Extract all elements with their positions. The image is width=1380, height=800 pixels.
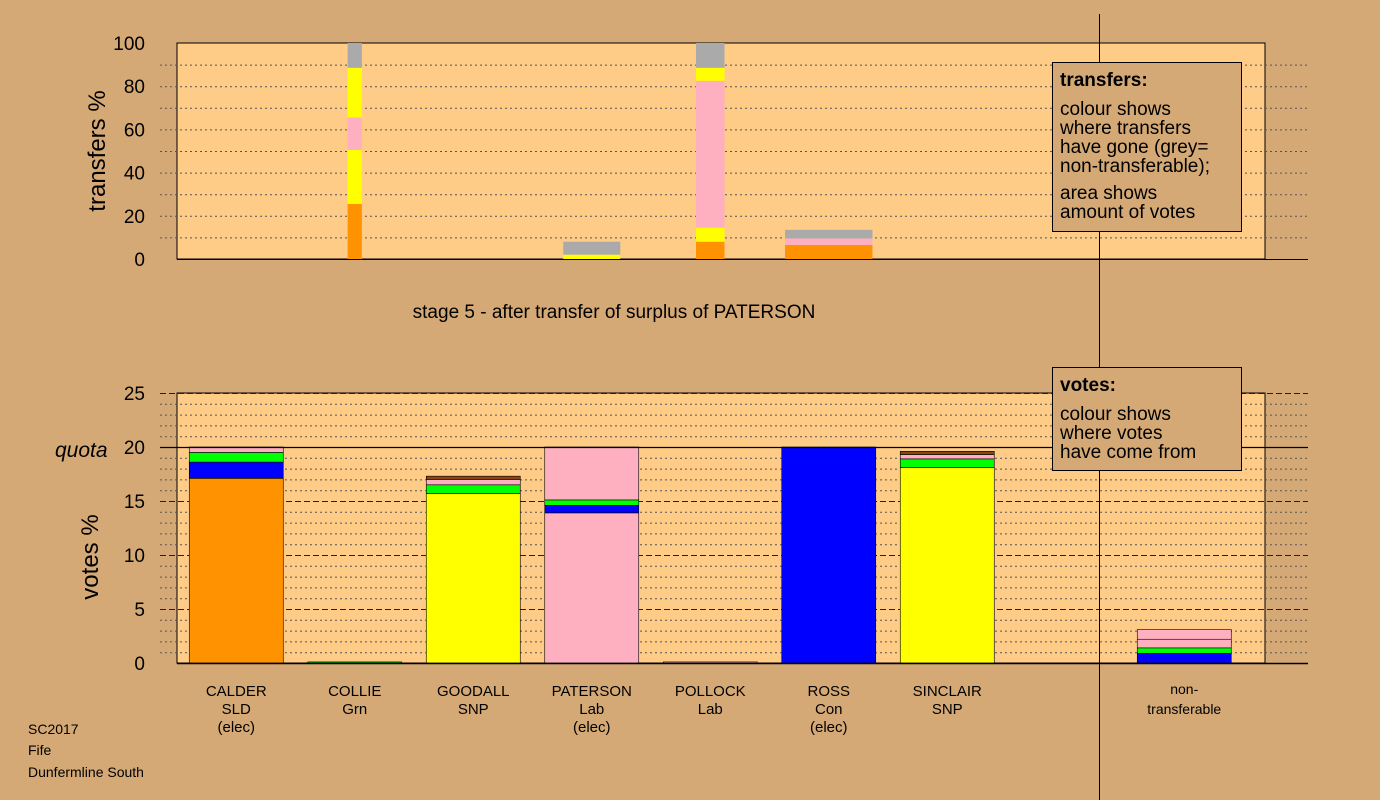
- votes-legend-line: have come from: [1060, 442, 1196, 463]
- candidate-name-label: POLLOCK: [675, 683, 746, 700]
- votes-bar-segment: [425, 475, 521, 480]
- candidate-name-label: non-: [1170, 681, 1198, 697]
- votes-y-tick-label: 0: [134, 654, 145, 675]
- transfers-y-tick-label: 80: [124, 77, 145, 98]
- transfers-bar-segment: [563, 241, 621, 255]
- transfers-bars: [347, 43, 873, 259]
- votes-bar-segment: [544, 446, 640, 501]
- candidate-name-label: PATERSON: [552, 683, 632, 700]
- transfers-bar-segment: [696, 241, 725, 259]
- votes-bar-segment: [781, 446, 877, 664]
- transfers-bar-segment: [785, 244, 873, 259]
- candidate-name-label: SINCLAIR: [913, 683, 982, 700]
- votes-y-ticks: 0 5 10 15 20 25: [124, 384, 145, 675]
- stage-title: stage 5 - after transfer of surplus of P…: [413, 302, 816, 323]
- votes-legend-box: [1052, 367, 1242, 471]
- transfers-bar-segment: [696, 227, 725, 242]
- votes-bar-segment: [899, 451, 995, 455]
- candidate-status-label: (elec): [810, 719, 848, 736]
- candidate-party-label: Lab: [698, 701, 723, 718]
- footer-council: Fife: [28, 742, 52, 758]
- votes-bar-segment: [899, 467, 995, 664]
- candidate-party-label: Lab: [579, 701, 604, 718]
- transfers-bar-segment: [347, 149, 362, 204]
- votes-bar-segment: [1136, 647, 1232, 654]
- candidate-name-label: GOODALL: [437, 683, 510, 700]
- votes-bar-segment: [544, 505, 640, 514]
- candidate-status-label: (elec): [573, 719, 611, 736]
- votes-y-tick-label: 15: [124, 492, 145, 513]
- candidate-status-label: (elec): [217, 719, 255, 736]
- votes-bar-segment: [425, 479, 521, 486]
- candidate-name-label: COLLIE: [328, 683, 381, 700]
- votes-y-tick-label: 10: [124, 546, 145, 567]
- transfers-legend-line: where transfers: [1059, 118, 1191, 139]
- votes-legend-line: colour shows: [1060, 404, 1171, 425]
- transfers-legend-line: have gone (grey=: [1060, 137, 1208, 158]
- transfers-legend-line: area shows: [1060, 183, 1157, 204]
- transfers-bar-segment: [696, 43, 725, 68]
- votes-bar-segment: [1136, 638, 1232, 649]
- votes-bar-segment: [188, 461, 284, 479]
- candidate-party-label: transferable: [1147, 701, 1221, 717]
- transfers-y-tick-label: 60: [124, 120, 145, 141]
- votes-bar-segment: [188, 478, 284, 664]
- votes-bar-segment: [188, 452, 284, 463]
- quota-label: quota: [55, 439, 108, 462]
- votes-bar-segment: [544, 499, 640, 506]
- transfers-legend-title: transfers:: [1060, 70, 1148, 91]
- transfers-y-tick-label: 20: [124, 207, 145, 228]
- votes-legend-line: where votes: [1059, 423, 1162, 444]
- votes-y-tick-label: 5: [134, 600, 145, 621]
- transfers-bar-segment: [347, 117, 362, 150]
- transfers-legend-line: amount of votes: [1060, 202, 1195, 223]
- votes-bar-segment: [1136, 629, 1232, 640]
- transfers-legend-line: colour shows: [1060, 99, 1171, 120]
- transfers-y-ticks: 0 20 40 60 80 100: [113, 34, 145, 271]
- votes-bar-segment: [899, 454, 995, 460]
- transfers-legend-box: [1052, 62, 1242, 232]
- votes-bar-segment: [899, 458, 995, 468]
- votes-grid: [160, 393, 1308, 654]
- transfers-bar-segment: [785, 229, 873, 239]
- candidate-party-label: SNP: [932, 701, 963, 718]
- votes-y-tick-label: 20: [124, 438, 145, 459]
- transfers-y-axis-label: transfers %: [84, 90, 111, 211]
- transfers-bar-segment: [696, 80, 725, 228]
- votes-y-axis-label: votes %: [77, 514, 104, 599]
- transfers-legend: transfers: colour shows where transfers …: [1052, 62, 1242, 232]
- transfers-y-tick-label: 40: [124, 164, 145, 185]
- transfers-y-tick-label: 0: [134, 250, 145, 271]
- votes-bar-segment: [425, 493, 521, 664]
- footer-ward: Dunfermline South: [28, 764, 144, 780]
- votes-legend-title: votes:: [1060, 375, 1116, 396]
- footer-election: SC2017: [28, 721, 79, 737]
- candidate-party-label: SLD: [222, 701, 251, 718]
- votes-bars: [160, 446, 1308, 665]
- votes-y-tick-label: 25: [124, 384, 145, 405]
- candidate-party-label: Grn: [342, 701, 367, 718]
- transfers-bar-segment: [347, 43, 362, 68]
- transfers-bar-segment: [563, 254, 621, 259]
- votes-x-labels: CALDERSLD(elec)COLLIEGrnGOODALLSNPPATERS…: [206, 681, 1222, 736]
- candidate-name-label: ROSS: [807, 683, 850, 700]
- transfers-legend-line: non-transferable);: [1060, 156, 1210, 177]
- transfers-bar-segment: [347, 203, 362, 259]
- votes-legend: votes: colour shows where votes have com…: [1052, 367, 1242, 471]
- transfers-bar-segment: [696, 67, 725, 81]
- transfers-y-tick-label: 100: [113, 34, 145, 55]
- votes-bar-segment: [1136, 652, 1232, 664]
- votes-bar-segment: [544, 512, 640, 664]
- candidate-party-label: SNP: [458, 701, 489, 718]
- candidate-name-label: CALDER: [206, 683, 267, 700]
- transfers-bar-segment: [347, 67, 362, 118]
- votes-bar-segment: [425, 484, 521, 494]
- transfers-bar-segment: [785, 238, 873, 245]
- candidate-party-label: Con: [815, 701, 843, 718]
